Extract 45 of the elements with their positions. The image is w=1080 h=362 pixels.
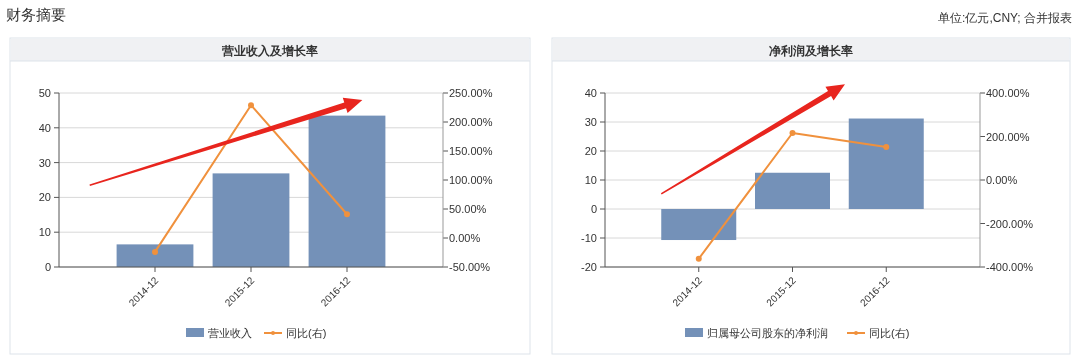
y-tick-label: -10 [581, 232, 597, 244]
bar [308, 115, 386, 267]
y-tick-label: 10 [38, 226, 51, 239]
text: 财务摘要 [6, 6, 66, 23]
bar [212, 173, 290, 267]
chart-title: 净利润及增长率 [769, 44, 853, 58]
bar [848, 118, 924, 209]
y2-tick-label: 400.00% [986, 87, 1030, 99]
point [789, 130, 796, 137]
point [883, 143, 890, 150]
bar [661, 209, 737, 241]
y-tick-label: 0 [590, 203, 597, 215]
point [152, 248, 158, 255]
point [344, 211, 350, 218]
y-tick-label: 10 [584, 174, 597, 186]
y2-tick-label: -50.00% [449, 261, 491, 273]
y-tick-label: 30 [38, 156, 51, 169]
point [695, 255, 702, 262]
y-tick-label: 0 [44, 261, 51, 273]
y2-tick-label: -200.00% [986, 217, 1034, 230]
y-tick-label: -20 [581, 261, 597, 273]
legend-label: 同比(右) [286, 327, 327, 339]
y2-tick-label: 50.00% [449, 203, 487, 215]
y-tick-label: 50 [38, 87, 51, 99]
y2-tick-label: 200.00% [449, 116, 493, 128]
y2-tick-label: 0.00% [449, 232, 481, 244]
y2-tick-label: 250.00% [449, 87, 493, 99]
legend-label: 归属母公司股东的净利润 [707, 327, 828, 339]
text: 单位:亿元,CNY; 合并报表 [938, 11, 1072, 25]
y-tick-label: 20 [38, 191, 51, 204]
y-tick-label: 40 [584, 87, 597, 99]
y2-tick-label: 0.00% [986, 174, 1018, 186]
y-tick-label: 40 [38, 121, 51, 134]
bar [116, 244, 194, 267]
bar [755, 172, 830, 209]
legend-label: 营业收入 [208, 327, 252, 339]
y-tick-label: 30 [584, 116, 597, 128]
y2-tick-label: 150.00% [449, 145, 493, 157]
legend-label: 同比(右) [869, 327, 910, 339]
y2-tick-label: 200.00% [986, 130, 1030, 143]
chart-title: 营业收入及增长率 [221, 44, 318, 58]
y-tick-label: 20 [584, 145, 597, 157]
y2-tick-label: 100.00% [449, 174, 493, 186]
y2-tick-label: -400.00% [986, 261, 1034, 273]
point [248, 102, 254, 109]
